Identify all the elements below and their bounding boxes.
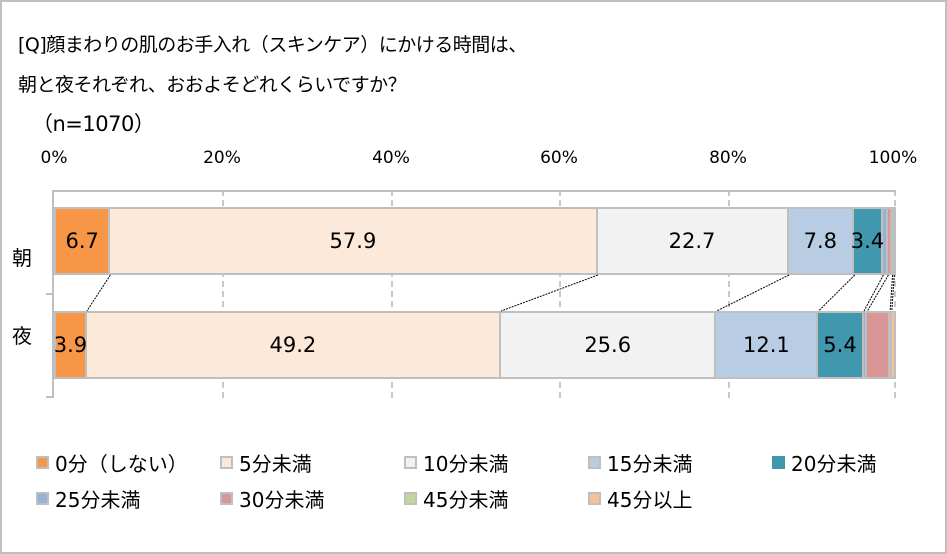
bar-night: 3.9 49.2 25.6 12.1 5.4 xyxy=(54,311,896,379)
data-label: 3.9 xyxy=(53,333,88,357)
data-label: 6.7 xyxy=(65,229,99,253)
gridline-20 xyxy=(222,190,224,398)
chart-title-line-2: 朝と夜それぞれ、おおよそどれくらいですか？ xyxy=(18,74,407,96)
gridline-100 xyxy=(894,190,896,398)
legend-swatch-icon xyxy=(404,492,417,505)
x-tick-80: 80% xyxy=(709,148,747,168)
data-label: 25.6 xyxy=(584,333,632,357)
bar-segment: 3.9 xyxy=(54,311,87,379)
x-tick-100: 100% xyxy=(868,148,918,168)
legend-item-0min: 0分（しない） xyxy=(36,448,188,477)
legend-swatch-icon xyxy=(588,492,601,505)
row-label-night: 夜 xyxy=(12,324,32,348)
bar-segment xyxy=(889,311,892,379)
bar-segment xyxy=(863,311,868,379)
legend-swatch-icon xyxy=(772,456,785,469)
bar-segment: 25.6 xyxy=(500,311,717,379)
data-label: 3.4 xyxy=(850,229,885,253)
x-tick-20: 20% xyxy=(203,148,241,168)
bar-segment xyxy=(867,311,890,379)
sample-size-label: （n=1070） xyxy=(32,112,155,136)
bar-morning: 6.7 57.9 22.7 7.8 3.4 xyxy=(54,207,896,275)
legend-swatch-icon xyxy=(36,456,49,469)
legend-item-45min: 45分未満 xyxy=(404,484,508,513)
legend-item-25min: 25分未満 xyxy=(36,484,140,513)
data-label: 5.4 xyxy=(823,333,857,357)
legend-item-20min: 20分未満 xyxy=(772,448,876,477)
x-tick-0: 0% xyxy=(40,148,68,168)
data-label: 22.7 xyxy=(668,229,716,253)
gridline-80 xyxy=(728,190,730,398)
legend-swatch-icon xyxy=(588,456,601,469)
plot-area: 6.7 57.9 22.7 7.8 3.4 3.9 49.2 25.6 12.1 5.4 xyxy=(46,190,896,398)
data-label: 12.1 xyxy=(742,333,790,357)
bar-segment: 7.8 xyxy=(788,207,855,275)
bar-segment xyxy=(894,207,896,275)
bar-segment: 3.4 xyxy=(850,207,885,275)
bar-segment: 12.1 xyxy=(716,311,819,379)
x-tick-60: 60% xyxy=(540,148,578,168)
legend-swatch-icon xyxy=(404,456,417,469)
data-label: 57.9 xyxy=(329,229,377,253)
y-tick-mark xyxy=(46,396,54,398)
x-axis-line xyxy=(54,190,896,192)
legend-item-30min: 30分未満 xyxy=(220,484,324,513)
y-tick-mark xyxy=(46,293,54,295)
row-label-morning: 朝 xyxy=(12,246,32,270)
data-label: 49.2 xyxy=(269,333,317,357)
bar-segment: 6.7 xyxy=(54,207,111,275)
legend-swatch-icon xyxy=(220,492,233,505)
bar-segment: 22.7 xyxy=(597,207,789,275)
bar-segment: 57.9 xyxy=(110,207,598,275)
legend-swatch-icon xyxy=(36,492,49,505)
bar-segment xyxy=(891,311,896,379)
data-label: 7.8 xyxy=(803,229,838,253)
bar-segment xyxy=(892,207,894,275)
bar-segment xyxy=(887,207,892,275)
x-tick-40: 40% xyxy=(372,148,410,168)
legend-item-15min: 15分未満 xyxy=(588,448,692,477)
chart-title-line-1: [Q]顔まわりの肌のお手入れ（スキンケア）にかける時間は、 xyxy=(18,34,527,56)
bar-segment: 5.4 xyxy=(818,311,864,379)
series-connector-lines xyxy=(86,274,895,312)
bar-segment xyxy=(882,207,888,275)
legend-item-5min: 5分未満 xyxy=(220,448,312,477)
bar-segment: 49.2 xyxy=(86,311,501,379)
gridline-40 xyxy=(391,190,393,398)
legend-swatch-icon xyxy=(220,456,233,469)
legend-item-10min: 10分未満 xyxy=(404,448,508,477)
gridline-60 xyxy=(559,190,561,398)
legend-item-45min-plus: 45分以上 xyxy=(588,484,692,513)
